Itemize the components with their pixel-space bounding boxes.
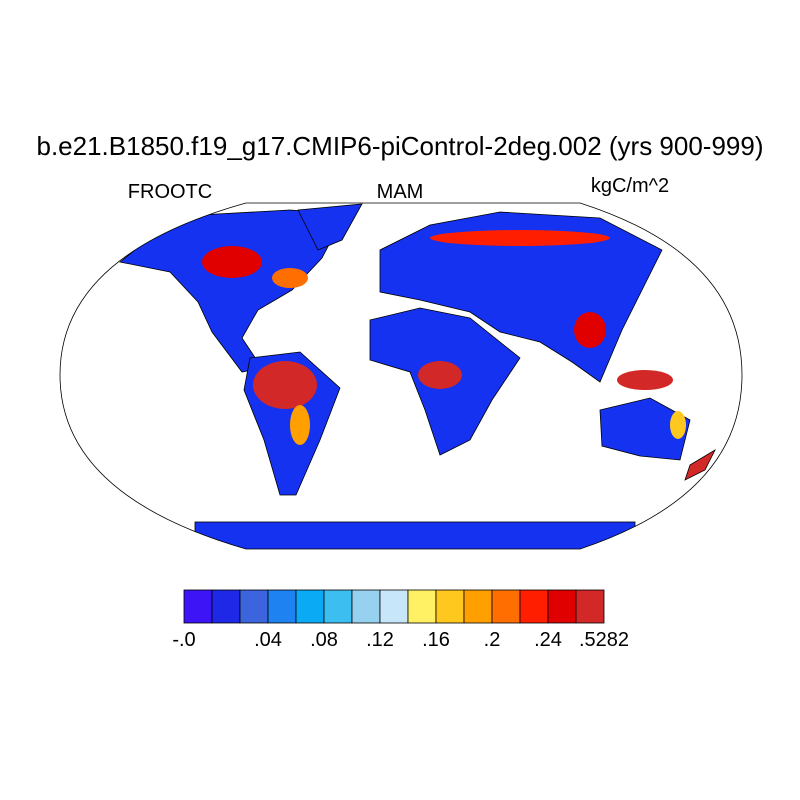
colorbar-box [463, 589, 493, 624]
amazon-patch [253, 361, 317, 409]
colorbar-box [547, 589, 577, 624]
colorbar-box [575, 589, 605, 624]
eastern-na-patch [272, 268, 308, 288]
colorbar-box [211, 589, 241, 624]
east-australia-patch [670, 411, 686, 439]
colorbar-box [239, 589, 269, 624]
se-asia-patch [574, 312, 606, 348]
colorbar-box [407, 589, 437, 624]
colorbar-label: .5282 [579, 629, 629, 651]
colorbar-box [351, 589, 381, 624]
colorbar-box [323, 589, 353, 624]
map [119, 203, 716, 549]
season-label: MAM [377, 181, 424, 203]
units-label: kgC/m^2 [591, 175, 669, 197]
variable-label: FROOTC [128, 181, 212, 203]
greenland [297, 203, 363, 251]
new-zealand [684, 448, 716, 481]
colorbar-box [295, 589, 325, 624]
colorbar: -.0 .04 .08 .12 .16 .2 .24 .5282 [172, 589, 629, 651]
siberia-patch [430, 230, 610, 246]
boreal-patch [202, 246, 262, 278]
colorbar-label: .12 [366, 629, 394, 651]
map-border [59, 202, 743, 550]
colorbar-box [491, 589, 521, 624]
colorbar-label: -.0 [172, 629, 195, 651]
colorbar-label: .08 [310, 629, 338, 651]
congo-patch [418, 361, 462, 389]
colorbar-label: .16 [422, 629, 450, 651]
colorbar-label: .24 [534, 629, 562, 651]
indonesia-patch [617, 370, 673, 390]
title: b.e21.B1850.f19_g17.CMIP6-piControl-2deg… [36, 131, 763, 161]
colorbar-box [183, 589, 213, 624]
colorbar-label: .2 [484, 629, 501, 651]
australia [599, 397, 691, 461]
colorbar-label: .04 [254, 629, 282, 651]
colorbar-box [435, 589, 465, 624]
antarctica [194, 521, 636, 549]
colorbar-box [379, 589, 409, 624]
colorbar-box [519, 589, 549, 624]
north-america [119, 209, 346, 373]
brazil-patch [290, 405, 310, 445]
colorbar-box [267, 589, 297, 624]
